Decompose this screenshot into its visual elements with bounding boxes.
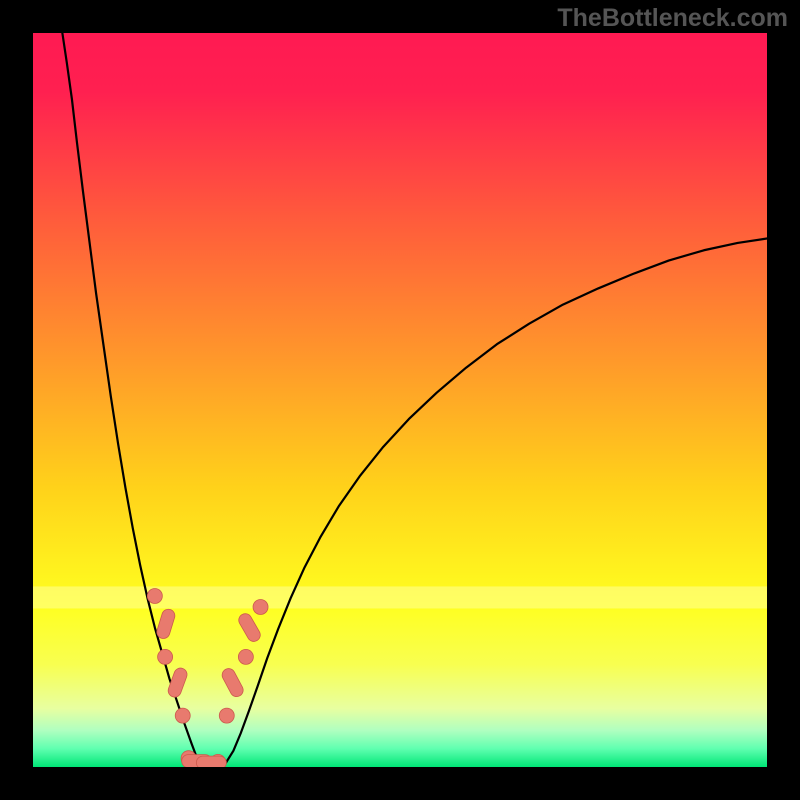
marker-dot: [175, 708, 190, 723]
marker-dot: [158, 649, 173, 664]
plot-svg: [33, 33, 767, 767]
highlight-band: [33, 586, 767, 608]
watermark-text: TheBottleneck.com: [557, 4, 788, 33]
plot-area: [33, 33, 767, 767]
marker-dot: [219, 708, 234, 723]
marker-pill: [196, 756, 226, 767]
chart-container: TheBottleneck.com: [0, 0, 800, 800]
gradient-background: [33, 33, 767, 767]
marker-dot: [253, 599, 268, 614]
marker-dot: [147, 588, 162, 603]
marker-dot: [238, 649, 253, 664]
